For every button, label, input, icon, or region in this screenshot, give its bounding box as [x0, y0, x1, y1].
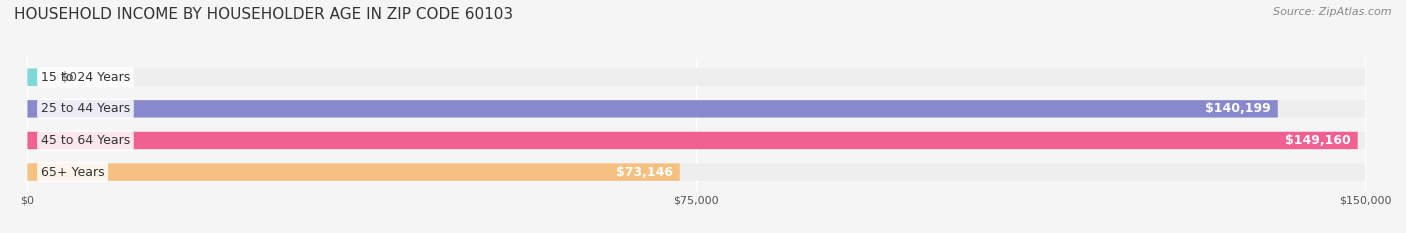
FancyBboxPatch shape: [28, 163, 1365, 181]
FancyBboxPatch shape: [28, 100, 1365, 117]
Text: Source: ZipAtlas.com: Source: ZipAtlas.com: [1274, 7, 1392, 17]
FancyBboxPatch shape: [28, 132, 1358, 149]
FancyBboxPatch shape: [28, 132, 1365, 149]
Text: $73,146: $73,146: [616, 166, 673, 178]
Text: 25 to 44 Years: 25 to 44 Years: [41, 102, 131, 115]
FancyBboxPatch shape: [28, 69, 38, 86]
FancyBboxPatch shape: [28, 163, 679, 181]
Text: $149,160: $149,160: [1285, 134, 1351, 147]
Text: $0: $0: [60, 71, 77, 84]
Text: $140,199: $140,199: [1205, 102, 1271, 115]
Text: HOUSEHOLD INCOME BY HOUSEHOLDER AGE IN ZIP CODE 60103: HOUSEHOLD INCOME BY HOUSEHOLDER AGE IN Z…: [14, 7, 513, 22]
Text: 15 to 24 Years: 15 to 24 Years: [41, 71, 131, 84]
Text: 65+ Years: 65+ Years: [41, 166, 104, 178]
Text: 45 to 64 Years: 45 to 64 Years: [41, 134, 131, 147]
FancyBboxPatch shape: [28, 100, 1278, 117]
FancyBboxPatch shape: [28, 69, 1365, 86]
